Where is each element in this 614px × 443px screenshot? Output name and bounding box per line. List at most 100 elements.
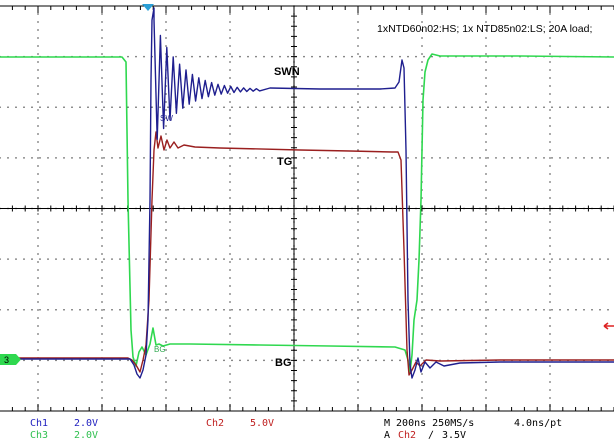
grid-dot: [357, 277, 359, 279]
grid-dot: [95, 309, 97, 311]
grid-dot: [207, 359, 209, 362]
grid-dot: [101, 245, 103, 247]
grid-dot: [229, 245, 231, 247]
grid-dot: [229, 189, 231, 191]
grid-dot: [191, 106, 193, 108]
grid-dot: [551, 157, 553, 159]
grid-dot: [37, 333, 39, 335]
grid-dot: [23, 157, 25, 159]
grid-dot: [607, 157, 609, 159]
grid-dot: [165, 381, 167, 383]
grid-dot: [165, 181, 167, 183]
grid-dot: [549, 173, 551, 175]
grid-dot: [229, 45, 231, 47]
grid-dot: [223, 359, 225, 362]
grid-dot: [165, 317, 167, 319]
grid-dot: [421, 61, 423, 63]
grid-dot: [431, 258, 433, 260]
grid-dot: [485, 13, 487, 15]
trigger-channel: Ch2: [398, 430, 416, 441]
grid-dot: [543, 157, 545, 159]
grid-dot: [165, 117, 167, 119]
grid-dot: [151, 359, 153, 362]
grid-dot: [607, 258, 609, 260]
grid-dot: [383, 157, 385, 159]
grid-dot: [383, 106, 385, 108]
grid-dot: [101, 149, 103, 151]
grid-dot: [39, 258, 41, 260]
grid-dot: [101, 165, 103, 167]
grid-dot: [607, 106, 609, 108]
grid-dot: [549, 309, 551, 311]
grid-dot: [229, 13, 231, 15]
grid-dot: [421, 325, 423, 327]
grid-dot: [229, 85, 231, 87]
grid-dot: [165, 261, 167, 263]
grid-dot: [167, 359, 169, 362]
grid-dot: [357, 109, 359, 111]
grid-dot: [423, 106, 425, 108]
grid-dot: [327, 55, 329, 58]
grid-dot: [431, 309, 433, 311]
grid-dot: [319, 309, 321, 311]
grid-dot: [63, 106, 65, 108]
grid-dot: [63, 258, 65, 260]
grid-dot: [0, 157, 1, 159]
grid-dot: [357, 197, 359, 199]
grid-dot: [165, 277, 167, 279]
grid-dot: [229, 317, 231, 319]
grid-dot: [101, 381, 103, 383]
grid-dot: [165, 397, 167, 399]
grid-dot: [101, 253, 103, 255]
grid-dot: [471, 106, 473, 108]
grid-dot: [37, 165, 39, 167]
grid-dot: [455, 258, 457, 260]
grid-dot: [87, 258, 89, 260]
grid-dot: [255, 359, 257, 362]
grid-dot: [399, 309, 401, 311]
grid-dot: [439, 157, 441, 159]
grid-dot: [357, 389, 359, 391]
grid-dot: [303, 309, 305, 311]
grid-dot: [485, 309, 487, 311]
grid-dot: [271, 359, 273, 362]
grid-dot: [343, 258, 345, 260]
grid-dot: [535, 106, 537, 108]
grid-dot: [101, 341, 103, 343]
grid-dot: [351, 55, 353, 58]
grid-dot: [37, 45, 39, 47]
grid-dot: [229, 333, 231, 335]
trigger-level: 3.5V: [442, 430, 466, 441]
grid-dot: [165, 213, 167, 215]
grid-dot: [485, 37, 487, 39]
grid-dot: [111, 309, 113, 311]
grid-dot: [549, 333, 551, 335]
grid-dot: [167, 309, 169, 311]
grid-dot: [101, 141, 103, 143]
grid-dot: [357, 149, 359, 151]
grid-dot: [0, 258, 1, 260]
grid-dot: [391, 55, 393, 58]
grid-dot: [591, 106, 593, 108]
grid-dot: [7, 106, 9, 108]
grid-dot: [543, 258, 545, 260]
grid-dot: [423, 55, 425, 58]
grid-dot: [511, 309, 513, 311]
grid-dot: [229, 69, 231, 71]
grid-dot: [543, 106, 545, 108]
grid-dot: [351, 157, 353, 159]
grid-dot: [199, 106, 201, 108]
grid-dot: [485, 101, 487, 103]
grid-dot: [375, 106, 377, 108]
grid-dot: [351, 106, 353, 108]
grid-dot: [229, 37, 231, 39]
grid-dot: [485, 117, 487, 119]
grid-dot: [357, 325, 359, 327]
grid-dot: [37, 397, 39, 399]
grid-dot: [375, 157, 377, 159]
grid-dot: [229, 197, 231, 199]
grid-dot: [119, 157, 121, 159]
grid-dot: [335, 359, 337, 362]
grid-dot: [191, 359, 193, 362]
grid-dot: [359, 258, 361, 260]
